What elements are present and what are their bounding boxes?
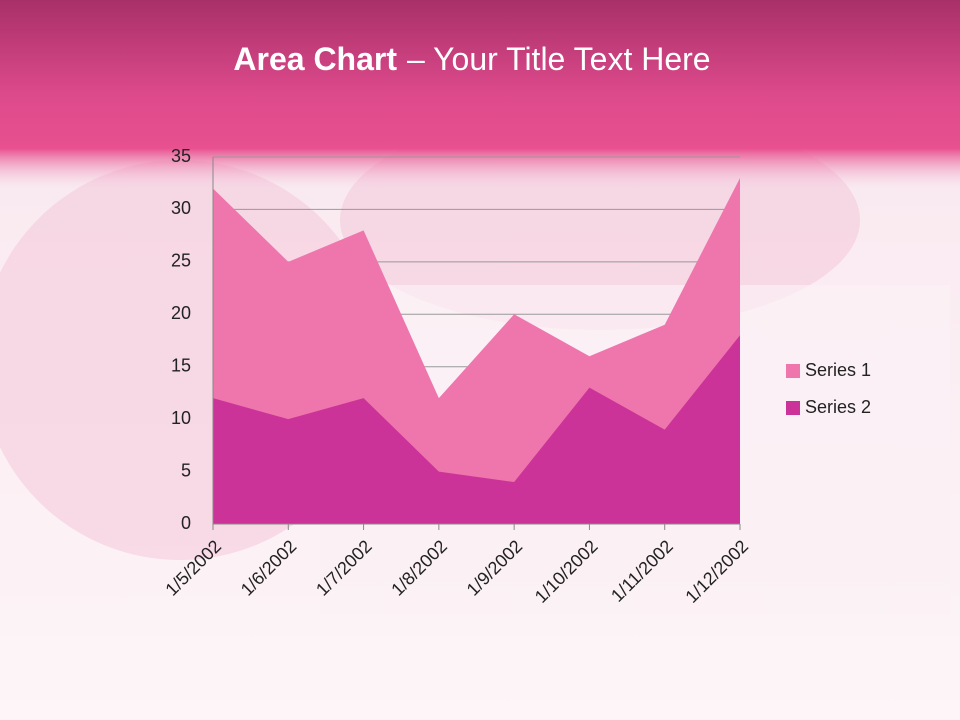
title-bold: Area Chart (233, 41, 397, 77)
y-tick-label: 10 (171, 408, 191, 428)
y-tick-label: 15 (171, 355, 191, 375)
area (213, 335, 740, 524)
legend-label: Series 1 (805, 360, 871, 380)
y-tick-label: 35 (171, 146, 191, 166)
legend-swatch (786, 401, 800, 415)
title-band (0, 0, 960, 190)
legend-swatch (786, 364, 800, 378)
y-tick-label: 5 (181, 460, 191, 480)
y-tick-label: 25 (171, 251, 191, 271)
y-tick-label: 0 (181, 513, 191, 533)
title-rest: – Your Title Text Here (407, 41, 711, 77)
slide-title: Area Chart – Your Title Text Here (233, 41, 710, 77)
y-tick-label: 20 (171, 303, 191, 323)
legend-label: Series 2 (805, 397, 871, 417)
y-tick-label: 30 (171, 198, 191, 218)
